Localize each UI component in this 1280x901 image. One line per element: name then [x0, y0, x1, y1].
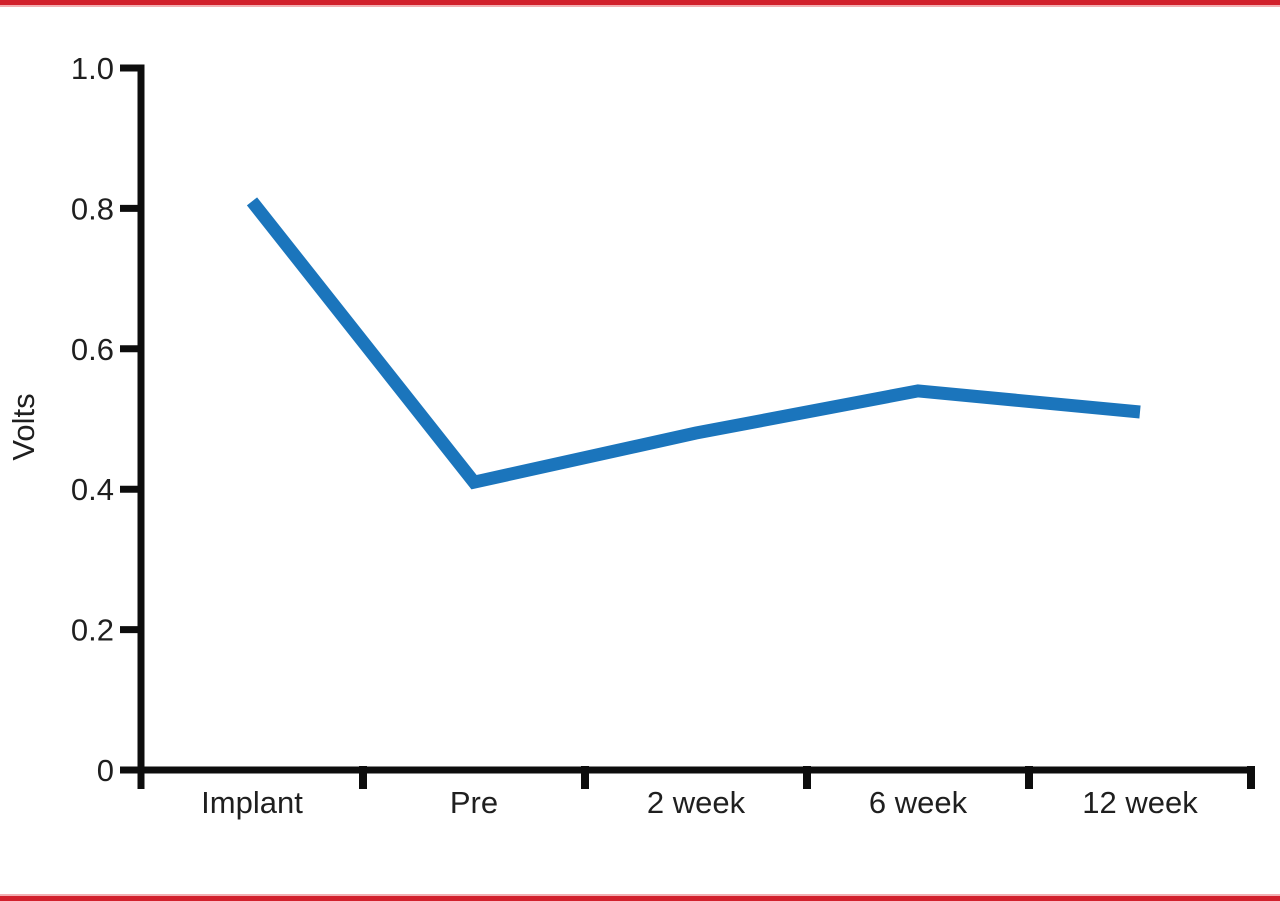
- x-tick-label: Implant: [201, 785, 303, 820]
- y-tick-label: 0.8: [71, 191, 114, 226]
- axis-ticks: [120, 64, 1255, 789]
- y-tick-label: 0: [97, 753, 114, 788]
- y-tick-label: 0.4: [71, 472, 114, 507]
- top-border-rule: [0, 0, 1280, 8]
- x-tick-label: 2 week: [647, 785, 746, 820]
- axis-tick-labels: 0 0.2 0.4 0.6 0.8 1.0 Implant Pre 2 week 6 week 12…: [71, 51, 1198, 820]
- y-tick-label: 0.2: [71, 613, 114, 648]
- y-tick-label: 0.6: [71, 332, 114, 367]
- y-axis-title: Volts: [6, 393, 41, 460]
- x-tick-label: Pre: [450, 785, 498, 820]
- bottom-border-rule: [0, 893, 1280, 901]
- axes: [122, 64, 1255, 789]
- y-tick-label: 1.0: [71, 51, 114, 86]
- x-tick-label: 6 week: [869, 785, 968, 820]
- x-tick-label: 12 week: [1082, 785, 1198, 820]
- series-line: [246, 197, 1141, 490]
